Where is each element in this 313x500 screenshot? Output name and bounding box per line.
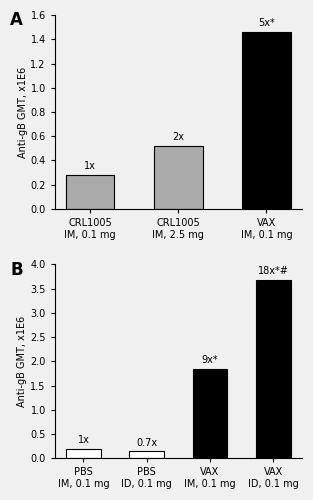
Text: 0.7x: 0.7x [136, 438, 157, 448]
Bar [129, 452, 164, 458]
Bar [242, 32, 291, 209]
Text: B: B [10, 260, 23, 278]
Text: 1x: 1x [78, 434, 89, 444]
Y-axis label: Anti-gB GMT, x1E6: Anti-gB GMT, x1E6 [18, 316, 28, 407]
Bar [154, 146, 203, 209]
Text: 2x: 2x [172, 132, 184, 142]
Text: A: A [10, 11, 23, 29]
Bar [66, 448, 101, 458]
Bar [192, 368, 227, 458]
Text: 1x: 1x [84, 161, 96, 171]
Bar [256, 280, 291, 458]
Y-axis label: Anti-gB GMT, x1E6: Anti-gB GMT, x1E6 [18, 66, 28, 158]
Text: 18x*#: 18x*# [258, 266, 289, 276]
Bar [66, 175, 115, 209]
Text: 5x*: 5x* [258, 18, 275, 28]
Text: 9x*: 9x* [202, 354, 218, 364]
